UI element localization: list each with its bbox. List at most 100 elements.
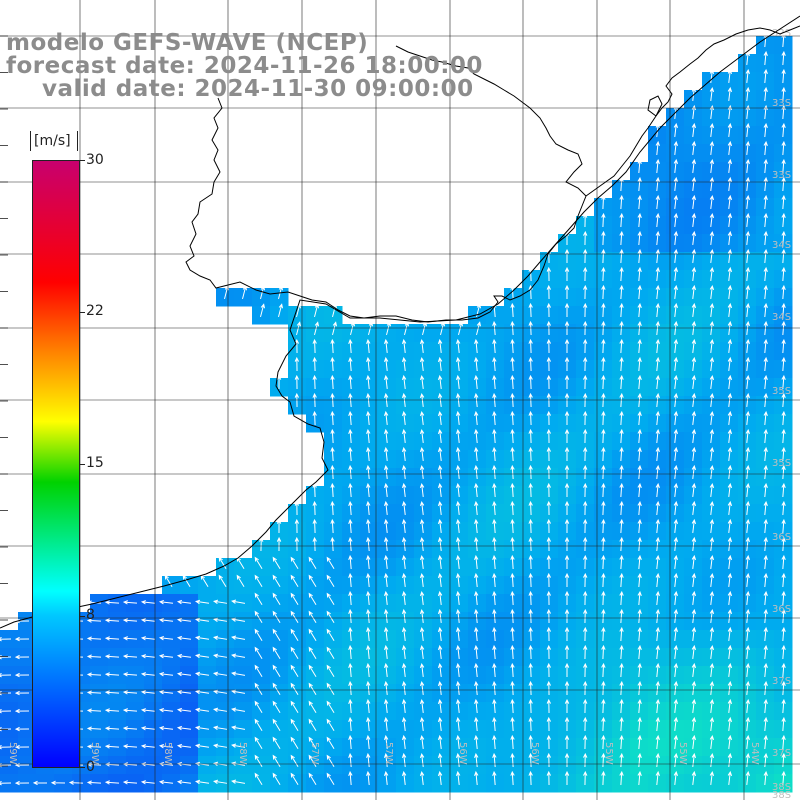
wind-arrow (763, 122, 768, 138)
wind-arrow (781, 50, 786, 66)
wind-arrow (727, 176, 733, 192)
latitude-label: 35S (772, 458, 791, 469)
wind-arrow (326, 682, 335, 695)
wind-arrow (326, 736, 335, 749)
wind-arrow (455, 338, 461, 354)
wind-arrow (619, 338, 624, 354)
wind-arrow (564, 536, 570, 552)
wind-arrow (528, 518, 533, 534)
wind-arrow (330, 428, 335, 444)
wind-arrow (673, 716, 679, 732)
wind-arrow (601, 194, 606, 210)
longitude-label: 59W (7, 742, 18, 765)
wind-arrow (781, 392, 786, 408)
wind-arrow (601, 248, 606, 264)
wind-arrow (437, 428, 443, 444)
wind-arrow (366, 356, 371, 372)
wind-arrow (763, 86, 768, 102)
wind-arrow (763, 302, 768, 318)
wind-arrow (366, 662, 371, 678)
wind-arrow (231, 725, 246, 730)
wind-arrow (637, 212, 642, 228)
wind-arrow (236, 574, 245, 587)
wind-arrow (601, 266, 606, 282)
wind-arrow (763, 212, 768, 228)
wind-arrow (673, 302, 679, 318)
wind-arrow (474, 482, 479, 498)
wind-arrow (294, 536, 300, 552)
wind-arrow (140, 654, 156, 659)
coastline (0, 15, 800, 629)
wind-arrow (330, 536, 335, 552)
wind-arrow (455, 428, 461, 444)
wind-arrow (366, 644, 371, 660)
wind-arrow (401, 392, 407, 408)
wind-arrow (296, 321, 302, 336)
wind-arrow (637, 266, 642, 282)
wind-arrow (272, 700, 281, 713)
wind-arrow (194, 689, 210, 695)
wind-arrow (383, 500, 389, 516)
wind-arrow (745, 284, 751, 300)
wind-arrow (727, 482, 733, 498)
wind-arrow (655, 482, 660, 498)
wind-arrow (437, 356, 443, 372)
wind-arrow (709, 590, 715, 606)
wind-arrow (314, 303, 320, 318)
wind-arrow (419, 500, 425, 516)
colorbar-tick (80, 160, 85, 161)
wind-arrow (366, 338, 371, 354)
wind-arrow (745, 752, 751, 768)
wind-arrow (401, 500, 407, 516)
wind-arrow (619, 446, 624, 462)
wind-arrow (619, 680, 624, 696)
wind-arrow (474, 716, 479, 732)
wind-arrow (655, 248, 660, 264)
wind-arrow (564, 428, 570, 444)
wind-arrow (455, 770, 461, 786)
wind-arrow (745, 698, 751, 714)
wind-arrow (655, 752, 660, 768)
wind-arrow (419, 464, 425, 480)
wind-arrow (637, 230, 642, 246)
wind-arrow (727, 248, 733, 264)
wind-arrow (637, 518, 642, 534)
wind-arrow (366, 446, 371, 462)
wind-arrow (781, 752, 786, 768)
wind-arrow (583, 356, 588, 372)
wind-arrow (254, 664, 263, 677)
wind-arrow (383, 482, 389, 498)
wind-arrow (655, 284, 660, 300)
wind-arrow (330, 338, 335, 354)
wind-arrow (691, 140, 697, 156)
coastline-path (647, 95, 663, 117)
wind-arrow (104, 672, 120, 677)
wind-arrow (348, 698, 353, 714)
wind-arrow (194, 671, 210, 677)
wind-arrow (366, 392, 371, 408)
wind-arrow (781, 500, 786, 516)
wind-arrow (254, 610, 263, 623)
wind-arrow (158, 779, 174, 785)
wind-arrow (86, 672, 102, 677)
latitude-label: 37S (772, 748, 791, 759)
wind-arrow (546, 500, 552, 516)
wind-arrow (709, 428, 715, 444)
wind-arrow (404, 321, 410, 336)
wind-arrow (763, 644, 768, 660)
wind-arrow (492, 536, 497, 552)
wind-arrow (709, 248, 715, 264)
wind-arrow (194, 599, 210, 605)
wind-arrow (709, 446, 715, 462)
wind-arrow (564, 320, 570, 336)
wind-arrow (455, 392, 461, 408)
wind-arrow (510, 590, 515, 606)
unit-frame (30, 131, 78, 151)
wind-arrow (14, 672, 30, 678)
wind-arrow (709, 68, 715, 84)
wind-arrow (745, 608, 751, 624)
wind-arrow (348, 338, 353, 354)
wind-arrow (366, 770, 371, 786)
wind-arrow (745, 572, 751, 588)
wind-arrow (763, 518, 768, 534)
